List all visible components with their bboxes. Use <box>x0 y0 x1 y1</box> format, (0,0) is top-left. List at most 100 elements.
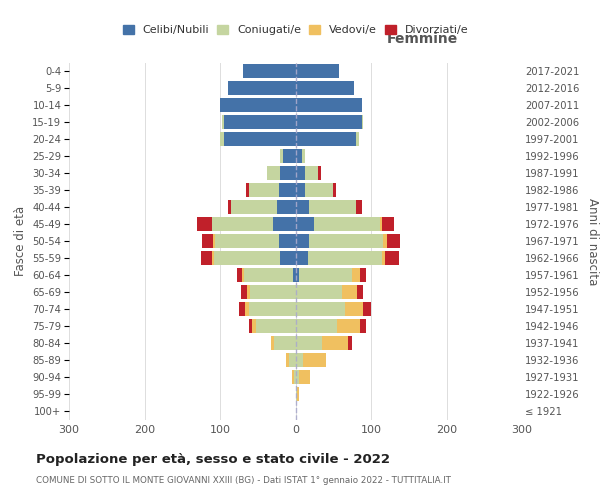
Bar <box>344 302 364 316</box>
Bar <box>380 217 382 231</box>
Bar <box>359 320 366 334</box>
Bar <box>267 166 280 180</box>
Bar <box>197 217 212 231</box>
Bar <box>280 252 296 266</box>
Bar <box>222 115 224 129</box>
Bar <box>364 302 371 316</box>
Bar <box>296 149 302 163</box>
Bar <box>296 336 322 350</box>
Bar <box>215 234 279 248</box>
Bar <box>247 286 250 300</box>
Bar <box>296 166 305 180</box>
Bar <box>382 217 394 231</box>
Bar <box>359 268 366 282</box>
Bar <box>297 388 299 402</box>
Bar <box>296 200 309 214</box>
Bar <box>245 302 248 316</box>
Bar <box>296 354 303 368</box>
Y-axis label: Anni di nascita: Anni di nascita <box>586 198 599 285</box>
Bar <box>358 286 364 300</box>
Bar <box>277 200 296 214</box>
Bar <box>227 81 296 95</box>
Bar <box>296 115 362 129</box>
Bar <box>280 149 283 163</box>
Bar <box>303 354 326 368</box>
Bar <box>296 286 343 300</box>
Bar <box>242 268 244 282</box>
Bar <box>314 217 380 231</box>
Bar <box>220 98 296 112</box>
Bar <box>242 64 296 78</box>
Bar <box>213 234 215 248</box>
Bar <box>250 286 296 300</box>
Bar <box>224 115 296 129</box>
Bar <box>286 354 289 368</box>
Bar <box>305 166 318 180</box>
Bar <box>212 252 214 266</box>
Bar <box>248 183 279 197</box>
Bar <box>289 354 296 368</box>
Bar <box>232 200 277 214</box>
Bar <box>273 217 296 231</box>
Bar <box>383 234 387 248</box>
Bar <box>220 132 224 146</box>
Bar <box>356 200 362 214</box>
Text: Femmine: Femmine <box>387 32 458 46</box>
Bar <box>352 268 359 282</box>
Bar <box>309 234 383 248</box>
Bar <box>292 370 294 384</box>
Bar <box>244 268 293 282</box>
Bar <box>299 268 352 282</box>
Bar <box>382 252 385 266</box>
Bar <box>238 268 242 282</box>
Bar <box>271 336 274 350</box>
Bar <box>296 320 337 334</box>
Bar <box>274 336 296 350</box>
Text: COMUNE DI SOTTO IL MONTE GIOVANNI XXIII (BG) - Dati ISTAT 1° gennaio 2022 - TUTT: COMUNE DI SOTTO IL MONTE GIOVANNI XXIII … <box>36 476 451 485</box>
Bar <box>239 302 245 316</box>
Bar <box>248 320 253 334</box>
Bar <box>296 302 344 316</box>
Bar <box>305 183 333 197</box>
Bar <box>296 252 308 266</box>
Bar <box>296 217 314 231</box>
Bar <box>241 286 247 300</box>
Bar <box>227 200 232 214</box>
Bar <box>201 252 212 266</box>
Bar <box>356 132 359 146</box>
Bar <box>385 252 399 266</box>
Bar <box>256 320 296 334</box>
Bar <box>337 320 359 334</box>
Bar <box>293 268 296 282</box>
Bar <box>296 388 297 402</box>
Bar <box>296 370 299 384</box>
Bar <box>296 132 356 146</box>
Bar <box>296 234 309 248</box>
Legend: Celibi/Nubili, Coniugati/e, Vedovi/e, Divorziati/e: Celibi/Nubili, Coniugati/e, Vedovi/e, Di… <box>119 22 472 38</box>
Y-axis label: Fasce di età: Fasce di età <box>14 206 26 276</box>
Bar <box>296 268 299 282</box>
Bar <box>296 81 355 95</box>
Bar <box>248 302 296 316</box>
Bar <box>294 370 296 384</box>
Bar <box>296 98 362 112</box>
Bar <box>308 252 382 266</box>
Bar <box>280 166 296 180</box>
Bar <box>333 183 336 197</box>
Bar <box>318 166 321 180</box>
Bar <box>387 234 400 248</box>
Bar <box>224 132 296 146</box>
Bar <box>322 336 349 350</box>
Bar <box>302 149 305 163</box>
Bar <box>283 149 296 163</box>
Bar <box>245 183 248 197</box>
Bar <box>212 217 273 231</box>
Text: Popolazione per età, sesso e stato civile - 2022: Popolazione per età, sesso e stato civil… <box>36 452 390 466</box>
Bar <box>299 370 310 384</box>
Bar <box>202 234 213 248</box>
Bar <box>362 115 364 129</box>
Bar <box>296 64 339 78</box>
Bar <box>279 234 296 248</box>
Bar <box>214 252 280 266</box>
Bar <box>253 320 256 334</box>
